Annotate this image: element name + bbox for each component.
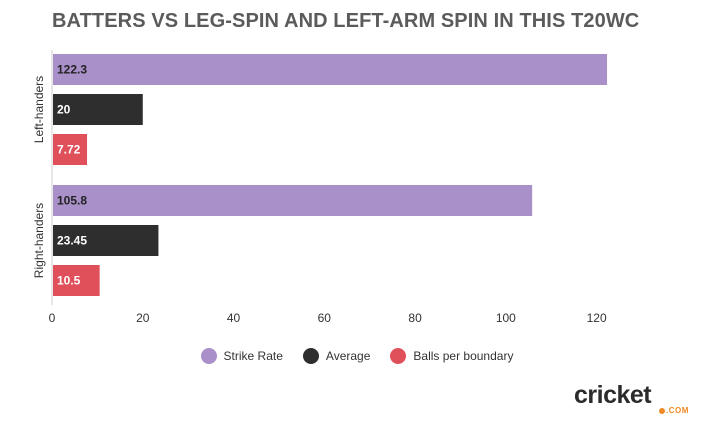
legend-item-average: Average xyxy=(302,348,371,364)
x-tick-label-120: 120 xyxy=(587,311,607,325)
x-tick-label-100: 100 xyxy=(496,311,516,325)
x-tick-label-80: 80 xyxy=(408,311,422,325)
x-tick-label-20: 20 xyxy=(136,311,150,325)
x-tick-label-40: 40 xyxy=(227,311,241,325)
legend-label-balls-per-boundary: Balls per boundary xyxy=(413,349,514,363)
category-label-left-handers: Left-handers xyxy=(32,76,46,143)
data-label-left-handers-average: 20 xyxy=(57,103,71,117)
x-tick-label-0: 0 xyxy=(49,311,56,325)
bar-right-handers-strike-rate xyxy=(53,185,533,216)
bar-left-handers-strike-rate xyxy=(53,54,608,85)
data-label-left-handers-balls-per-boundary: 7.72 xyxy=(57,143,81,157)
bar-left-handers-balls-per-boundary xyxy=(53,134,88,165)
bar-right-handers-balls-per-boundary xyxy=(53,265,100,296)
bar-right-handers-average xyxy=(53,225,159,256)
legend-label-strike-rate: Strike Rate xyxy=(223,349,283,363)
x-tick-label-60: 60 xyxy=(318,311,332,325)
chart-legend: Strike Rate Average Balls per boundary xyxy=(0,348,714,364)
legend-swatch-strike-rate xyxy=(200,348,217,364)
legend-swatch-balls-per-boundary xyxy=(390,348,407,364)
logo-domain-text: .COM xyxy=(666,406,689,415)
bar-chart: 122.3 20 7.72 Left-handers 105.8 23.45 10.5 Rig… xyxy=(32,50,608,325)
logo-domain: .COM xyxy=(659,406,689,415)
data-label-right-handers-strike-rate: 105.8 xyxy=(57,194,87,208)
legend-item-balls-per-boundary: Balls per boundary xyxy=(390,348,513,364)
data-label-left-handers-strike-rate: 122.3 xyxy=(57,63,87,77)
legend-swatch-average xyxy=(302,348,319,364)
data-label-right-handers-balls-per-boundary: 10.5 xyxy=(57,274,81,288)
logo-wordmark: cricket xyxy=(574,381,652,409)
category-label-right-handers: Right-handers xyxy=(32,203,46,278)
logo-dot-icon xyxy=(659,407,665,414)
chart-title: BATTERS VS LEG-SPIN AND LEFT-ARM SPIN IN… xyxy=(52,10,640,32)
bar-left-handers-average xyxy=(53,94,143,125)
legend-label-average: Average xyxy=(325,349,371,363)
cricket-com-logo: cricket .COM xyxy=(574,380,689,420)
legend-item-strike-rate: Strike Rate xyxy=(200,348,283,364)
data-label-right-handers-average: 23.45 xyxy=(57,234,87,248)
